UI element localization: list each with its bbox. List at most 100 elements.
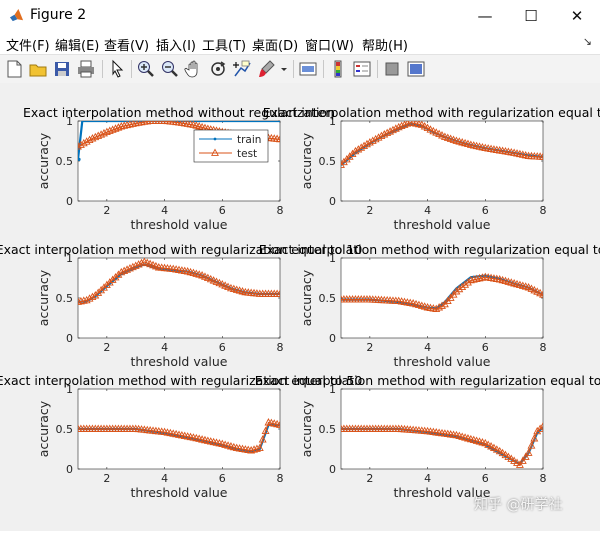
watermark-text: 知乎 @研学社	[474, 497, 563, 513]
test-marker	[102, 127, 111, 136]
test-marker	[475, 273, 484, 282]
legend[interactable]: train test	[193, 129, 269, 163]
subplot-6[interactable]: 2 4 6 8 0 0.5 1 threshold value accuracy	[299, 383, 547, 500]
minimize-button[interactable]: —	[462, 0, 508, 32]
test-marker	[261, 426, 270, 434]
pointer-icon[interactable]	[107, 59, 127, 79]
test-marker	[417, 121, 426, 128]
y-tick-label: 1	[329, 383, 336, 396]
test-marker	[247, 446, 256, 454]
test-marker	[360, 141, 369, 149]
test-marker	[383, 128, 392, 137]
test-marker	[397, 121, 406, 130]
test-marker	[394, 122, 403, 131]
test-marker	[403, 121, 412, 127]
legend-icon[interactable]	[352, 59, 372, 79]
window-titlebar: Figure 2 — ☐ ✕	[0, 0, 600, 32]
toolbar-separator	[102, 60, 103, 78]
y-tick-label: 0	[329, 332, 336, 345]
figure-toolbar	[0, 54, 600, 84]
test-marker	[276, 420, 280, 428]
new-figure-icon[interactable]	[4, 59, 24, 79]
x-tick-label: 8	[540, 472, 547, 485]
subplot-3[interactable]: 2 4 6 8 0 0.5 1 threshold value accuracy	[36, 252, 284, 369]
maximize-button[interactable]: ☐	[508, 0, 554, 32]
zoom-out-icon[interactable]	[160, 59, 180, 79]
test-marker	[472, 274, 481, 282]
test-marker	[137, 121, 146, 126]
y-tick-label: 0	[329, 195, 336, 208]
x-tick-label: 6	[219, 204, 226, 217]
x-tick-label: 8	[277, 472, 284, 485]
test-marker	[521, 452, 530, 460]
x-tick-label: 4	[424, 204, 431, 217]
show-plot-tools-icon[interactable]	[406, 59, 426, 79]
legend-box	[193, 129, 269, 163]
test-marker	[524, 448, 533, 456]
brush-dropdown-icon[interactable]	[279, 59, 289, 79]
menu-edit[interactable]: 编辑(E)	[55, 39, 100, 54]
zoom-in-icon[interactable]	[136, 59, 156, 79]
pan-icon[interactable]	[184, 59, 204, 79]
test-marker	[504, 452, 513, 461]
test-marker	[365, 138, 374, 146]
y-tick-label: 0.5	[56, 423, 74, 436]
menu-help[interactable]: 帮助(H)	[362, 39, 408, 54]
test-marker	[527, 441, 536, 449]
brush-icon[interactable]	[256, 59, 276, 79]
menu-view[interactable]: 查看(V)	[104, 39, 150, 54]
menu-file[interactable]: 文件(F)	[6, 39, 50, 54]
y-axis-label: accuracy	[36, 132, 51, 189]
open-icon[interactable]	[28, 59, 48, 79]
subplot-4[interactable]: 2 4 6 8 0 0.5 1 threshold value accuracy	[299, 252, 547, 369]
y-tick-label: 1	[329, 115, 336, 128]
dock-arrow-icon[interactable]: ↘	[582, 35, 592, 48]
save-icon[interactable]	[52, 59, 72, 79]
y-tick-label: 0.5	[56, 292, 74, 305]
figure-canvas[interactable]: 2 4 6 8 0 0.5 1 threshold value accuracy train tes…	[0, 83, 600, 531]
hide-plot-tools-icon[interactable]	[382, 59, 402, 79]
y-tick-label: 1	[66, 252, 73, 265]
y-axis-label: accuracy	[36, 400, 51, 457]
test-marker	[400, 121, 409, 128]
test-marker	[117, 122, 126, 130]
menu-window[interactable]: 窗口(W)	[305, 39, 354, 54]
test-marker	[137, 258, 146, 267]
test-marker	[91, 132, 100, 141]
x-tick-label: 2	[366, 341, 373, 354]
subplot-title: Exact interpolation method without regul…	[23, 105, 335, 120]
y-tick-label: 0	[66, 195, 73, 208]
test-marker	[97, 130, 106, 138]
subplot-2[interactable]: 2 4 6 8 0 0.5 1 threshold value accuracy	[299, 115, 547, 232]
subplot-grid: 2 4 6 8 0 0.5 1 threshold value accuracy train tes…	[0, 105, 600, 500]
data-cursor-icon[interactable]	[232, 59, 252, 79]
menu-bar: 文件(F) 编辑(E) 查看(V) 插入(I) 工具(T) 桌面(D) 窗口(W…	[0, 32, 600, 54]
rotate-3d-icon[interactable]	[208, 59, 228, 79]
link-plot-icon[interactable]	[298, 59, 318, 79]
test-marker	[466, 275, 475, 284]
close-button[interactable]: ✕	[554, 0, 600, 32]
menu-insert[interactable]: 插入(I)	[156, 39, 196, 54]
test-marker	[100, 128, 108, 137]
test-marker	[513, 458, 521, 466]
test-marker	[250, 445, 258, 453]
test-marker	[255, 443, 264, 452]
plot-area	[78, 418, 280, 454]
test-marker	[478, 273, 487, 281]
legend-label-test: test	[237, 148, 257, 160]
y-axis-label: accuracy	[299, 132, 314, 189]
x-tick-label: 6	[482, 204, 489, 217]
subplot-1[interactable]: 2 4 6 8 0 0.5 1 threshold value accuracy train tes…	[36, 115, 284, 232]
y-tick-label: 0.5	[319, 423, 337, 436]
test-marker	[82, 137, 91, 145]
colorbar-icon[interactable]	[328, 59, 348, 79]
test-marker	[391, 124, 400, 132]
menu-desktop[interactable]: 桌面(D)	[252, 39, 299, 54]
subplot-5[interactable]: 2 4 6 8 0 0.5 1 threshold value accuracy	[36, 383, 284, 500]
menu-tools[interactable]: 工具(T)	[202, 39, 247, 54]
test-marker	[507, 454, 516, 462]
test-marker	[78, 140, 85, 148]
print-icon[interactable]	[76, 59, 96, 79]
legend-label-train: train	[237, 134, 261, 146]
test-marker	[533, 426, 542, 435]
